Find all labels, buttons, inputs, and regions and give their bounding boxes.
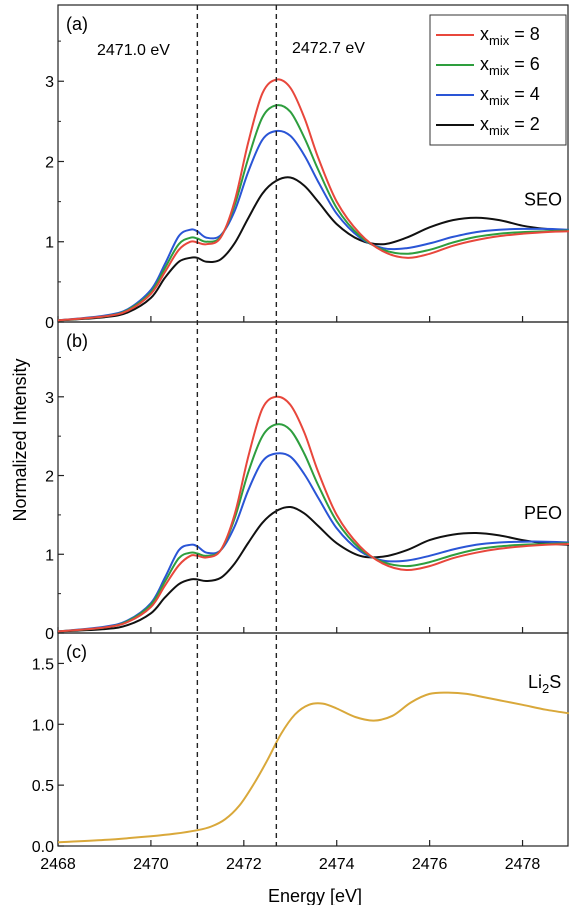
- panel-frame: [57, 632, 569, 847]
- annotation-base: Li: [528, 672, 542, 692]
- x-tick-label: 2478: [505, 856, 541, 873]
- panel-annotation: SEO: [524, 190, 562, 210]
- panel-2: 0 1 2 3 (b) PEO: [45, 321, 569, 643]
- annotation-sub: 2: [542, 681, 549, 696]
- panel-frame: [57, 321, 569, 634]
- legend-label: xmix = 2: [480, 114, 540, 138]
- reference-lines: [196, 5, 278, 846]
- x-tick-label: 2472: [226, 856, 262, 873]
- panel-label: (a): [66, 14, 88, 34]
- series-line: [58, 129, 569, 322]
- x-tick-label: 2468: [40, 856, 76, 873]
- y-axis-label: Normalized Intensity: [10, 358, 30, 521]
- x-axis: 2468 2470 2472 2474 2476 2478: [40, 856, 540, 873]
- x-tick-label: 2474: [319, 856, 355, 873]
- series-line: [58, 176, 569, 322]
- panel-annotation: PEO: [524, 503, 562, 523]
- legend-frame: [429, 14, 567, 146]
- x-tick-label: 2476: [412, 856, 448, 873]
- legend-base: x: [480, 114, 489, 134]
- legend-rest: = 4: [509, 84, 540, 104]
- y-tick-label: 2: [45, 154, 54, 171]
- legend-base: x: [480, 54, 489, 74]
- panel-3: 0.0 0.5 1.0 1.5 (c) Li2S: [32, 632, 569, 856]
- series-line: [58, 104, 569, 322]
- x-axis-label: Energy [eV]: [268, 886, 362, 905]
- series-line: [58, 423, 569, 633]
- y-tick-label: 0: [45, 626, 54, 643]
- y-tick-label: 1: [45, 235, 54, 252]
- y-tick-label: 2: [45, 469, 54, 486]
- panel-label: (c): [66, 642, 87, 662]
- series-line: [58, 78, 569, 322]
- legend-sub: mix: [489, 33, 510, 48]
- legend-sub: mix: [489, 123, 510, 138]
- y-tick-label: 0.0: [32, 839, 54, 856]
- legend-label: xmix = 6: [480, 54, 540, 78]
- series-line: [58, 452, 569, 633]
- series-line: [58, 505, 569, 633]
- y-tick-label: 3: [45, 390, 54, 407]
- legend-base: x: [480, 84, 489, 104]
- panel-annotation: Li2S: [528, 672, 561, 696]
- ref-line-label-right: 2472.7 eV: [292, 40, 365, 57]
- annotation-rest: S: [549, 672, 561, 692]
- legend-rest: = 2: [509, 114, 540, 134]
- y-tick-label: 0: [45, 315, 54, 332]
- y-tick-label: 3: [45, 74, 54, 91]
- series-line: [58, 691, 569, 844]
- legend-sub: mix: [489, 63, 510, 78]
- panel-label: (b): [66, 331, 88, 351]
- legend-rest: = 6: [509, 54, 540, 74]
- y-tick-label: 1.0: [32, 717, 54, 734]
- y-tick-label: 1.5: [32, 656, 54, 673]
- y-tick-label: 0.5: [32, 778, 54, 795]
- legend-sub: mix: [489, 93, 510, 108]
- ref-line-label-left: 2471.0 eV: [97, 42, 170, 59]
- legend-label: xmix = 4: [480, 84, 540, 108]
- legend-label: xmix = 8: [480, 24, 540, 48]
- legend-rest: = 8: [509, 24, 540, 44]
- series-line: [58, 395, 569, 633]
- x-tick-label: 2470: [133, 856, 169, 873]
- legend-base: x: [480, 24, 489, 44]
- y-tick-label: 1: [45, 547, 54, 564]
